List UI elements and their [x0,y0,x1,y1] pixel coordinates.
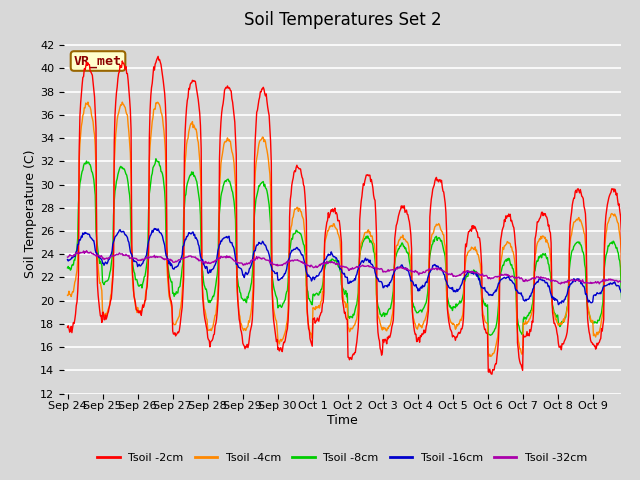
Tsoil -4cm [118,99,126,105]
Tsoil -16cm [555,302,563,308]
Tsoil -4cm [130,291,138,297]
Tsoil -8cm [261,181,269,187]
Tsoil -32cm [83,248,90,253]
Tsoil -2cm [438,178,445,183]
Tsoil -16cm [282,269,290,275]
Line: Tsoil -32cm: Tsoil -32cm [67,251,628,284]
Tsoil -32cm [282,260,290,265]
Line: Tsoil -16cm: Tsoil -16cm [67,228,628,305]
Tsoil -4cm [282,326,290,332]
Tsoil -16cm [63,257,71,263]
Tsoil -16cm [233,261,241,266]
Tsoil -8cm [152,156,160,162]
Tsoil -16cm [406,274,414,280]
Tsoil -2cm [624,342,632,348]
Tsoil -32cm [406,267,414,273]
Tsoil -16cm [624,292,632,298]
Tsoil -32cm [438,268,445,274]
Tsoil -4cm [486,353,494,359]
Legend: Tsoil -2cm, Tsoil -4cm, Tsoil -8cm, Tsoil -16cm, Tsoil -32cm: Tsoil -2cm, Tsoil -4cm, Tsoil -8cm, Tsoi… [93,448,592,467]
Tsoil -4cm [624,330,632,336]
Tsoil -16cm [150,226,158,231]
Line: Tsoil -2cm: Tsoil -2cm [67,56,628,374]
Tsoil -2cm [233,276,241,282]
Tsoil -32cm [261,256,269,262]
X-axis label: Time: Time [327,414,358,427]
Tsoil -16cm [438,266,445,272]
Tsoil -4cm [261,137,269,143]
Tsoil -8cm [233,272,241,278]
Tsoil -16cm [129,256,137,262]
Tsoil -8cm [438,238,445,243]
Tsoil -2cm [63,324,71,330]
Tsoil -2cm [406,225,414,230]
Tsoil -32cm [622,281,630,287]
Y-axis label: Soil Temperature (C): Soil Temperature (C) [24,149,37,278]
Tsoil -8cm [486,332,494,338]
Tsoil -32cm [233,260,241,266]
Tsoil -32cm [624,281,632,287]
Tsoil -8cm [63,265,71,271]
Tsoil -16cm [261,242,269,248]
Tsoil -32cm [130,255,138,261]
Tsoil -32cm [63,254,71,260]
Title: Soil Temperatures Set 2: Soil Temperatures Set 2 [244,11,441,29]
Tsoil -8cm [129,265,137,271]
Tsoil -4cm [406,253,414,259]
Tsoil -4cm [438,228,445,234]
Tsoil -2cm [488,372,496,377]
Tsoil -2cm [129,281,137,287]
Tsoil -4cm [63,292,71,298]
Tsoil -2cm [261,91,269,96]
Text: VR_met: VR_met [74,55,122,68]
Tsoil -2cm [282,333,290,339]
Tsoil -8cm [282,292,290,298]
Tsoil -4cm [233,286,241,291]
Tsoil -8cm [624,320,632,325]
Tsoil -8cm [406,262,414,268]
Line: Tsoil -4cm: Tsoil -4cm [67,102,628,356]
Line: Tsoil -8cm: Tsoil -8cm [67,159,628,335]
Tsoil -2cm [154,53,162,59]
